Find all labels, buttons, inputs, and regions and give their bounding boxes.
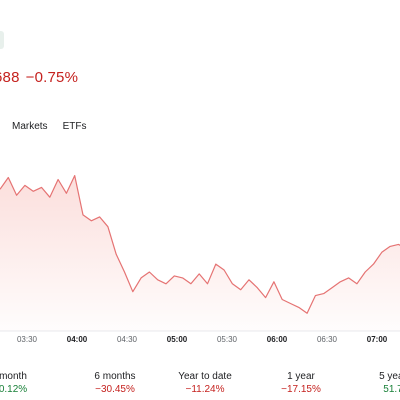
perf-label: 5 year <box>379 371 400 382</box>
perf-value: −30.45% <box>95 384 135 395</box>
perf-label: 1 year <box>287 371 315 382</box>
perf-value: −11.24% <box>185 384 225 395</box>
perf-value: −17.15% <box>281 384 321 395</box>
perf-1-year[interactable]: 1 year −17.15% <box>261 370 341 396</box>
x-axis-labels: 03:30 04:00 04:30 05:00 05:30 06:00 06:3… <box>0 335 400 349</box>
perf-label: month <box>0 371 27 382</box>
tab-markets[interactable]: Markets <box>12 121 48 132</box>
perf-month[interactable]: month 0.12% <box>0 370 53 396</box>
x-tick-label: 05:00 <box>166 335 188 344</box>
price-change: 688 −0.75% <box>0 69 84 86</box>
x-tick-label: 06:30 <box>316 335 338 344</box>
x-tick-label: 03:30 <box>16 335 38 344</box>
perf-label: 6 months <box>94 371 136 382</box>
perf-value: 51.7 <box>383 384 400 395</box>
quote-chip <box>0 31 4 49</box>
category-tabs: Markets ETFs <box>12 121 86 132</box>
perf-5-year[interactable]: 5 year 51.7 <box>353 370 400 396</box>
perf-value: 0.12% <box>0 384 28 395</box>
x-tick-label: 05:30 <box>216 335 238 344</box>
price-value: 688 <box>0 69 20 86</box>
tab-etfs[interactable]: ETFs <box>62 121 87 132</box>
x-tick-label: 06:00 <box>266 335 288 344</box>
x-tick-label: 04:00 <box>66 335 88 344</box>
perf-label: Year to date <box>178 371 232 382</box>
change-percent: −0.75% <box>25 69 79 86</box>
price-area <box>0 175 400 331</box>
perf-6-months[interactable]: 6 months −30.45% <box>75 370 155 396</box>
price-line <box>0 175 400 314</box>
x-tick-label: 04:30 <box>116 335 138 344</box>
x-tick-label: 07:00 <box>366 335 388 344</box>
perf-year-to-date[interactable]: Year to date −11.24% <box>165 370 245 396</box>
